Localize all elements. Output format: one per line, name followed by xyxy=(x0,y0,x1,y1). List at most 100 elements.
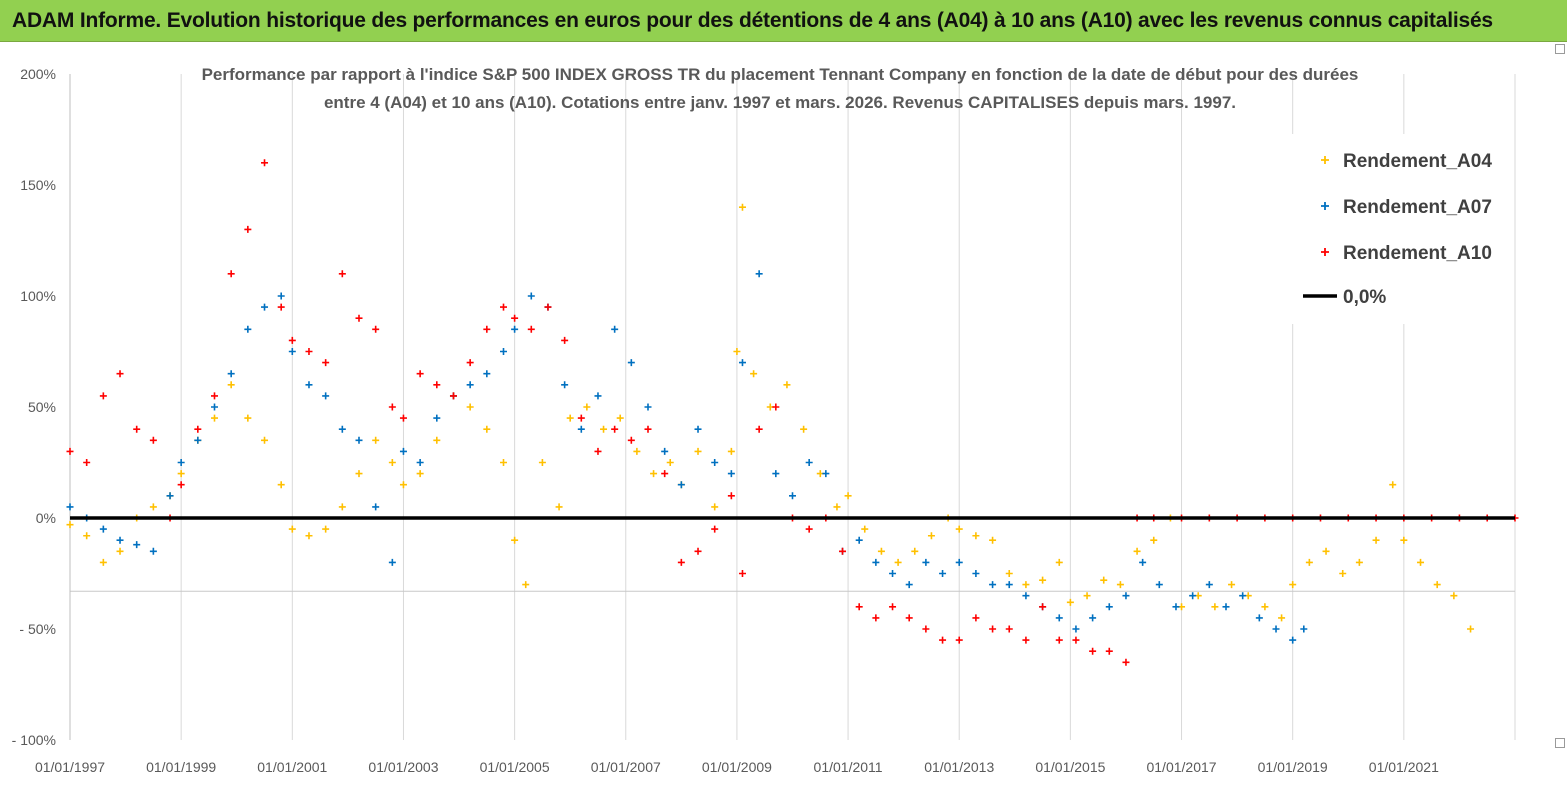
data-point xyxy=(511,314,519,322)
data-point xyxy=(483,425,491,433)
data-point xyxy=(1083,592,1091,600)
data-point xyxy=(372,325,380,333)
data-point xyxy=(322,359,330,367)
data-point xyxy=(561,336,569,344)
data-point xyxy=(833,503,841,511)
x-tick-label: 01/01/2019 xyxy=(1258,759,1328,775)
data-point xyxy=(322,392,330,400)
data-point xyxy=(1133,547,1141,555)
data-point xyxy=(338,503,346,511)
data-point xyxy=(1322,547,1330,555)
data-point xyxy=(244,225,252,233)
data-point xyxy=(972,570,980,577)
legend-label: Rendement_A07 xyxy=(1343,197,1492,218)
data-point xyxy=(1066,598,1074,606)
data-point xyxy=(522,581,530,589)
data-point xyxy=(133,425,141,433)
y-tick-label: - 100% xyxy=(12,732,56,748)
data-point xyxy=(1055,558,1063,566)
chart-area[interactable]: 200% 150% 100% 50% 0% - 50% - 100% 01/01/1997 0… xyxy=(0,42,1567,790)
data-point xyxy=(388,558,396,566)
data-point xyxy=(388,403,396,411)
data-point xyxy=(1072,636,1080,644)
data-point xyxy=(305,348,313,355)
data-point xyxy=(1172,603,1180,611)
data-point xyxy=(677,481,685,489)
data-point xyxy=(483,370,491,378)
data-point xyxy=(1433,581,1441,589)
data-point xyxy=(661,470,669,478)
chart-resize-handle-bottom-right[interactable] xyxy=(1555,738,1565,748)
x-tick-label: 01/01/1997 xyxy=(35,759,105,775)
data-point xyxy=(1005,581,1013,589)
data-point xyxy=(83,459,91,466)
data-point xyxy=(955,636,963,644)
data-point xyxy=(211,403,218,411)
data-point xyxy=(1116,581,1124,589)
data-point xyxy=(177,481,185,489)
data-point xyxy=(800,425,808,433)
data-point xyxy=(355,314,363,322)
x-tick-label: 01/01/2003 xyxy=(368,759,438,775)
data-point xyxy=(511,536,519,544)
data-point xyxy=(227,370,235,378)
y-tick-label: - 50% xyxy=(19,621,56,637)
data-point xyxy=(989,581,997,589)
data-point xyxy=(149,503,157,511)
data-point xyxy=(66,521,74,529)
x-tick-label: 01/01/2015 xyxy=(1035,759,1105,775)
scatter-chart[interactable]: 200%150%100%50%0%- 50%- 100% 01/01/1997 0… xyxy=(0,42,1567,790)
data-point xyxy=(844,492,852,500)
data-point xyxy=(872,558,880,566)
data-point xyxy=(677,558,685,566)
data-point xyxy=(889,603,897,611)
chart-resize-handle-top-right[interactable] xyxy=(1555,44,1565,54)
data-point xyxy=(1261,603,1269,611)
data-point xyxy=(538,459,546,466)
data-point xyxy=(772,470,780,478)
data-point xyxy=(261,436,269,444)
data-point xyxy=(644,403,652,411)
data-point xyxy=(905,581,913,589)
data-point xyxy=(1022,592,1030,600)
data-point xyxy=(288,336,296,344)
data-point xyxy=(433,436,441,444)
data-point xyxy=(338,270,346,278)
legend-label: Rendement_A04 xyxy=(1343,151,1492,172)
data-point xyxy=(1372,536,1380,544)
data-point xyxy=(727,470,735,478)
y-tick-label: 200% xyxy=(20,66,56,82)
data-point xyxy=(116,536,124,544)
data-point xyxy=(1089,647,1097,655)
data-point xyxy=(99,558,107,566)
x-tick-label: 01/01/2005 xyxy=(480,759,550,775)
data-point xyxy=(1205,581,1213,589)
x-tick-label: 01/01/2011 xyxy=(814,759,883,775)
data-point xyxy=(244,325,252,333)
data-point xyxy=(727,447,735,455)
data-point xyxy=(500,348,507,355)
data-point xyxy=(194,425,202,433)
data-point xyxy=(1417,558,1425,566)
data-point xyxy=(1400,536,1408,544)
data-point xyxy=(166,492,174,500)
data-point xyxy=(211,414,218,422)
series-rendement_a07 xyxy=(66,270,1308,644)
data-point xyxy=(416,370,424,378)
data-point xyxy=(1450,592,1458,600)
legend-marker xyxy=(1321,202,1329,210)
data-point xyxy=(755,270,763,278)
data-point xyxy=(399,447,407,455)
data-point xyxy=(872,614,880,622)
data-point xyxy=(1089,614,1097,622)
data-point xyxy=(277,303,285,311)
data-point xyxy=(466,359,474,367)
series-layer xyxy=(66,159,1519,666)
data-point xyxy=(99,392,107,400)
report-banner: ADAM Informe. Evolution historique des p… xyxy=(0,0,1567,42)
data-point xyxy=(261,159,269,167)
data-point xyxy=(177,470,185,478)
data-point xyxy=(955,525,963,533)
data-point xyxy=(861,525,869,533)
data-point xyxy=(577,425,585,433)
